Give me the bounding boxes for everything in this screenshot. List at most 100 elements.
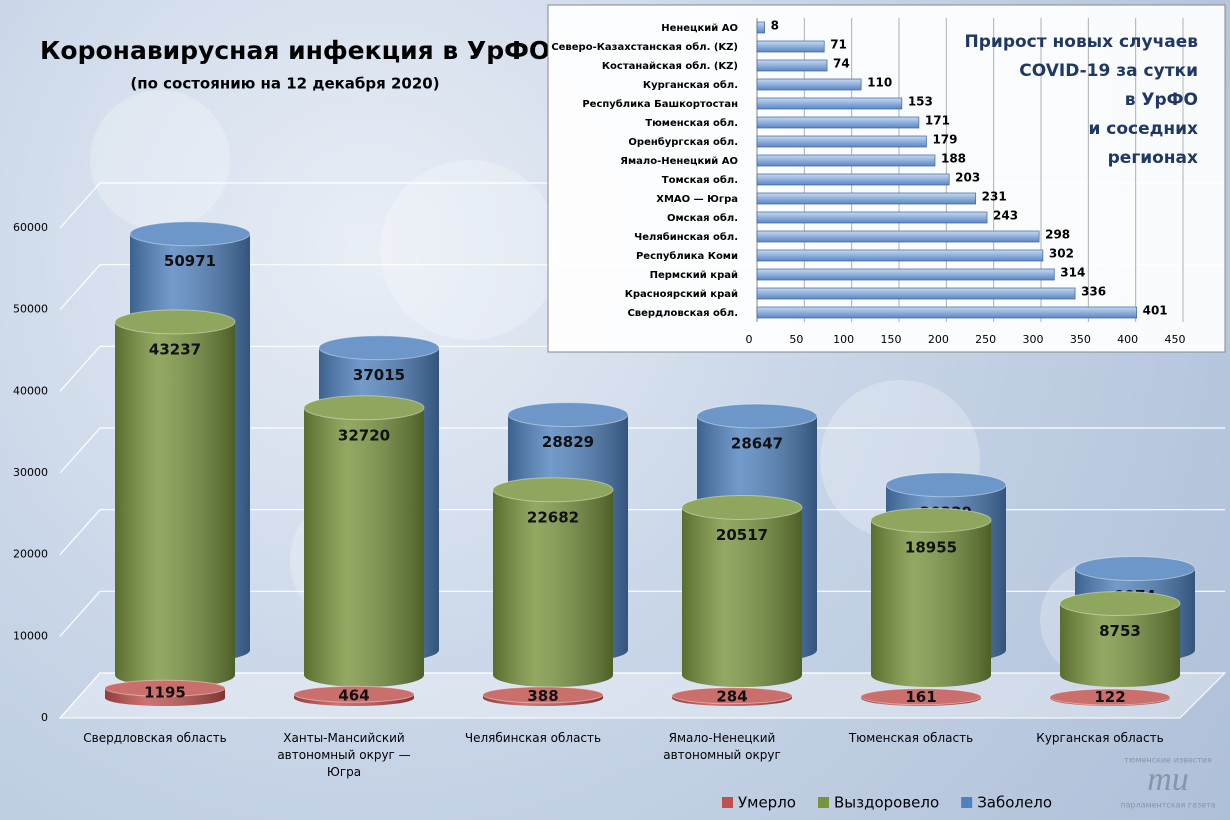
data-label: 50971 xyxy=(164,252,216,270)
bar xyxy=(756,230,1040,243)
cylinder-top-light xyxy=(886,472,1006,497)
cylinder-top xyxy=(492,477,614,503)
cylinder-shade xyxy=(1060,603,1180,687)
data-label: 20517 xyxy=(716,526,768,544)
data-label: 464 xyxy=(338,687,369,705)
legend-swatch xyxy=(722,797,733,808)
data-label: 171 xyxy=(925,114,950,128)
bar xyxy=(756,192,977,205)
cylinder-top-light xyxy=(1050,689,1170,706)
y-tick-label: Тюменская обл. xyxy=(645,117,738,129)
legend-label: Выздоровело xyxy=(834,794,939,812)
data-label: 179 xyxy=(932,133,957,147)
y-tick-label: Красноярский край xyxy=(625,289,738,300)
y-tick-label: Костанайская обл. (KZ) xyxy=(602,60,738,72)
x-tick-label: 200 xyxy=(928,333,949,346)
bar xyxy=(756,116,920,129)
logo-top: тюменские известия xyxy=(1124,756,1212,765)
legend-label: Заболело xyxy=(977,794,1052,812)
data-label: 161 xyxy=(905,688,936,706)
cylinder-top-light xyxy=(1075,556,1195,581)
data-label: 8753 xyxy=(1099,622,1141,640)
legend-label: Умерло xyxy=(738,794,796,812)
data-label: 401 xyxy=(1143,304,1168,318)
data-label: 231 xyxy=(982,190,1007,204)
data-label: 298 xyxy=(1045,228,1070,242)
data-label: 122 xyxy=(1094,688,1125,706)
cylinder-top-light xyxy=(319,335,439,360)
grid-line xyxy=(59,672,1225,719)
cylinder-top xyxy=(1049,688,1171,706)
chart-title: Коронавирусная инфекция в УрФО xyxy=(40,36,550,65)
cylinder-top xyxy=(870,507,992,533)
x-tick-label: 450 xyxy=(1165,333,1186,346)
x-tick-label: Челябинская область xyxy=(464,731,602,745)
cylinder-top xyxy=(482,686,604,704)
y-tick-label: Республика Коми xyxy=(636,250,738,262)
bar xyxy=(756,173,950,186)
grid-line xyxy=(59,509,1225,556)
data-label: 314 xyxy=(1060,266,1085,280)
cylinder-top-light xyxy=(130,221,250,246)
x-tick-label: 350 xyxy=(1070,333,1091,346)
cylinder-top xyxy=(104,679,226,697)
grid-line xyxy=(59,590,1225,637)
cylinder-top-light xyxy=(871,508,991,533)
y-tick-label: Томская обл. xyxy=(662,174,738,186)
cylinder-top-light xyxy=(115,309,235,334)
bar xyxy=(756,21,765,34)
bar xyxy=(756,40,825,53)
data-label: 1195 xyxy=(144,684,186,702)
y-tick-label: Омская обл. xyxy=(667,212,738,224)
data-label: 28647 xyxy=(731,435,783,453)
data-label: 18955 xyxy=(905,539,957,557)
cylinder-top-light xyxy=(294,686,414,703)
cylinder-shade xyxy=(115,321,235,687)
logo-bottom: парламентская газета xyxy=(1120,801,1216,810)
y-tick-label: 10000 xyxy=(13,629,48,642)
x-tick-label: 100 xyxy=(833,333,854,346)
y-tick-label: 50000 xyxy=(13,303,48,316)
data-label: 37015 xyxy=(353,366,405,384)
data-label: 28829 xyxy=(542,433,594,451)
x-tick-label: Тюменская область xyxy=(848,731,974,745)
cylinder-top xyxy=(671,687,793,705)
bar xyxy=(756,268,1055,281)
data-label: 74 xyxy=(833,57,850,71)
cylinder-top xyxy=(293,685,415,703)
y-tick-label: Челябинская обл. xyxy=(634,231,738,243)
cylinder-top-light xyxy=(697,404,817,429)
logo-mark: ти xyxy=(1147,761,1189,798)
cylinder-top xyxy=(129,221,251,247)
y-tick-label: 20000 xyxy=(13,548,48,561)
cylinder-top xyxy=(885,472,1007,498)
y-tick-label: 40000 xyxy=(13,384,48,397)
x-tick-label: Ханты-Мансийский автономный округ — Югра xyxy=(277,731,411,779)
data-label: 243 xyxy=(993,209,1018,223)
data-label: 388 xyxy=(527,687,558,705)
logo: тюменские известия ти парламентская газе… xyxy=(1120,756,1216,810)
bar xyxy=(756,97,903,110)
cylinder-top-light xyxy=(483,686,603,703)
chart-subtitle: (по состоянию на 12 декабря 2020) xyxy=(130,75,439,93)
y-tick-label: Ямало-Ненецкий АО xyxy=(620,156,738,167)
cylinder-top xyxy=(303,395,425,421)
cylinder-top xyxy=(1074,556,1196,582)
bar xyxy=(756,154,936,167)
y-tick-label: Курганская обл. xyxy=(643,79,738,91)
y-tick-label: Пермский край xyxy=(650,270,738,281)
y-tick-label: 60000 xyxy=(13,221,48,234)
cylinder-top-light xyxy=(861,688,981,705)
data-label: 336 xyxy=(1081,285,1106,299)
y-tick-label: ХМАО — Югра xyxy=(656,194,738,205)
x-tick-label: Ямало-Ненецкий автономный округ xyxy=(663,731,781,762)
cylinder-top xyxy=(507,402,629,428)
grid-line xyxy=(59,427,1225,474)
cylinder-top xyxy=(860,688,982,706)
data-label: 203 xyxy=(955,171,980,185)
cylinder-top-light xyxy=(105,680,225,697)
data-label: 153 xyxy=(908,95,933,109)
cylinder-top xyxy=(114,309,236,335)
